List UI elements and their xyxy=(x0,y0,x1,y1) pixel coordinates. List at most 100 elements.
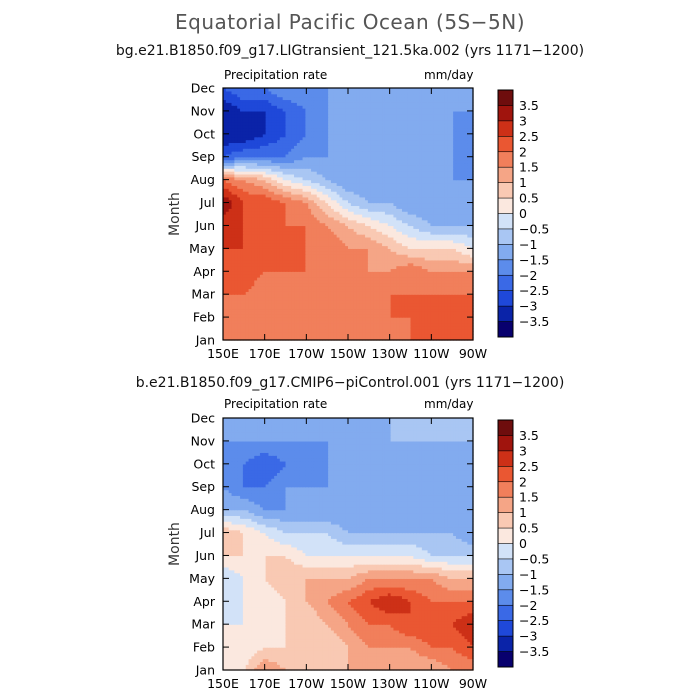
contour-cell xyxy=(424,205,429,209)
contour-cell xyxy=(350,182,355,186)
contour-cell xyxy=(450,319,454,324)
contour-cell xyxy=(348,308,352,312)
contour-cell xyxy=(282,274,287,278)
contour-cell xyxy=(450,285,454,290)
contour-cell xyxy=(467,239,471,244)
contour-cell xyxy=(470,294,474,298)
contour-cell xyxy=(399,291,403,295)
contour-cell xyxy=(376,299,380,304)
contour-cell xyxy=(416,297,420,301)
contour-cell xyxy=(245,271,250,275)
contour-cell xyxy=(296,305,301,310)
contour-cell xyxy=(285,305,289,310)
contour-cell xyxy=(299,277,304,281)
contour-cell xyxy=(268,196,272,201)
contour-cell xyxy=(370,185,375,189)
contour-cell xyxy=(342,302,346,307)
contour-cell xyxy=(231,325,235,330)
contour-cell xyxy=(254,211,258,215)
contour-cell xyxy=(353,288,358,292)
contour-cell xyxy=(276,242,281,247)
contour-cell xyxy=(464,245,468,249)
contour-cell xyxy=(313,254,318,258)
contour-cell xyxy=(291,205,295,209)
contour-cell xyxy=(470,239,474,244)
contour-cell xyxy=(467,325,471,330)
contour-cell xyxy=(223,337,227,341)
contour-cell xyxy=(461,282,466,287)
contour-cell xyxy=(325,208,329,212)
contour-cell xyxy=(350,214,355,218)
contour-cell xyxy=(223,231,227,235)
contour-cell xyxy=(450,288,454,292)
contour-cell xyxy=(316,319,321,324)
contour-cell xyxy=(319,291,324,295)
contour-cell xyxy=(291,211,295,215)
contour-cell xyxy=(396,265,400,270)
contour-cell xyxy=(430,191,434,195)
contour-cell xyxy=(296,239,301,244)
contour-cell xyxy=(302,205,306,209)
contour-cell xyxy=(447,216,451,221)
contour-cell xyxy=(410,317,414,321)
contour-cell xyxy=(444,299,449,304)
contour-cell xyxy=(325,331,329,335)
contour-cell xyxy=(251,288,255,292)
contour-cell xyxy=(265,317,270,321)
contour-cell xyxy=(223,211,227,215)
contour-cell xyxy=(223,256,227,261)
contour-cell xyxy=(348,256,352,261)
contour-cell xyxy=(328,193,332,198)
contour-cell xyxy=(390,291,395,295)
contour-cell xyxy=(399,202,403,207)
contour-cell xyxy=(362,179,366,184)
contour-cell xyxy=(259,308,264,312)
contour-cell xyxy=(328,302,332,307)
contour-cell xyxy=(259,262,264,267)
contour-cell xyxy=(356,302,360,307)
contour-cell xyxy=(305,322,309,327)
contour-cell xyxy=(393,179,397,184)
contour-cell xyxy=(319,294,324,298)
contour-cell xyxy=(231,176,235,181)
contour-cell xyxy=(401,251,406,255)
contour-cell xyxy=(399,179,403,184)
contour-cell xyxy=(430,288,434,292)
contour-cell xyxy=(387,176,392,181)
contour-cell xyxy=(322,242,326,247)
contour-cell xyxy=(285,228,289,232)
contour-cell xyxy=(276,282,281,287)
contour-cell xyxy=(348,219,352,224)
contour-cell xyxy=(237,219,241,224)
contour-cell xyxy=(365,216,369,221)
contour-cell xyxy=(336,236,341,241)
contour-cell xyxy=(390,279,395,284)
contour-cell xyxy=(345,242,349,247)
contour-cell xyxy=(376,179,380,184)
contour-cell xyxy=(430,282,434,287)
contour-cell xyxy=(438,291,443,295)
contour-cell xyxy=(410,251,414,255)
contour-cell xyxy=(345,274,349,278)
contour-cell xyxy=(313,279,318,284)
contour-cell xyxy=(339,216,343,221)
contour-cell xyxy=(282,228,287,232)
contour-cell xyxy=(399,225,403,229)
contour-cell xyxy=(274,205,278,209)
contour-cell xyxy=(387,228,392,232)
contour-cell xyxy=(265,199,270,204)
contour-cell xyxy=(248,277,253,281)
contour-cell xyxy=(296,219,301,224)
contour-cell xyxy=(416,271,420,275)
contour-cell xyxy=(333,248,338,252)
contour-cell xyxy=(450,231,454,235)
contour-cell xyxy=(419,291,423,295)
contour-cell xyxy=(367,265,372,270)
contour-cell xyxy=(330,291,335,295)
contour-cell xyxy=(359,288,363,292)
contour-cell xyxy=(268,202,272,207)
contour-cell xyxy=(245,265,250,270)
contour-cell xyxy=(288,297,292,301)
contour-cell xyxy=(296,262,301,267)
contour-cell xyxy=(404,291,409,295)
